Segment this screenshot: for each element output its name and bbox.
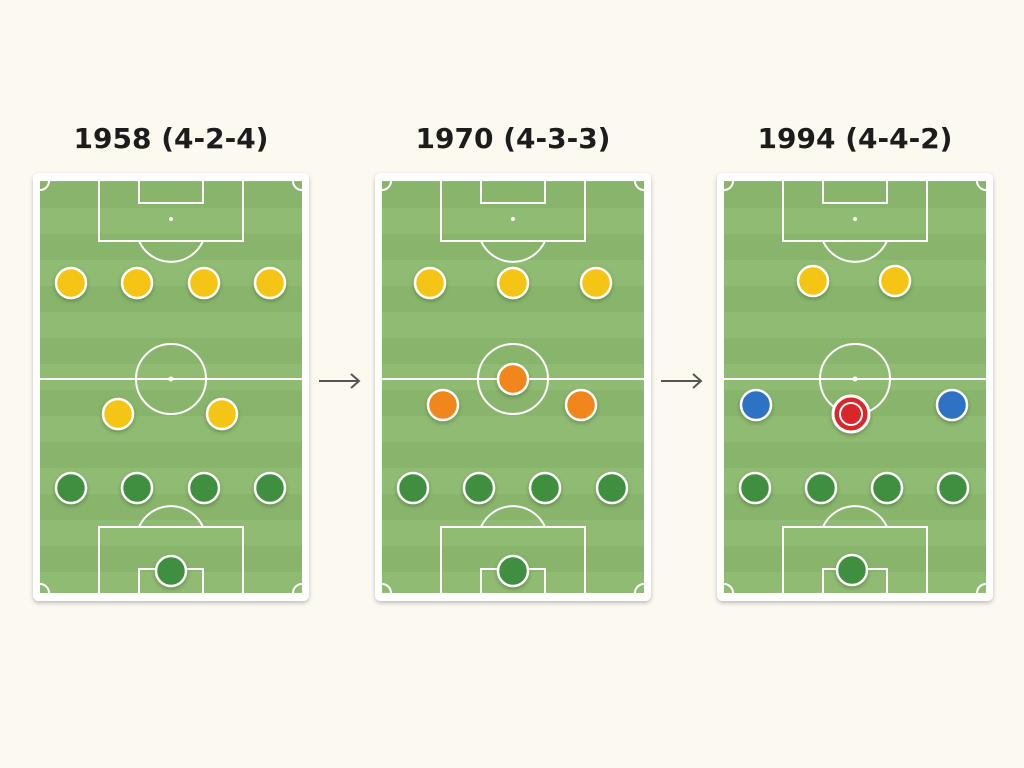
player-marker — [738, 471, 772, 505]
panel-title: 1994 (4-4-2) — [758, 122, 953, 155]
goal-area — [138, 181, 204, 204]
player-marker — [462, 471, 496, 505]
pitch-panel — [33, 173, 309, 601]
goal-area — [822, 181, 888, 204]
player-marker — [120, 471, 154, 505]
player-marker — [205, 397, 239, 431]
penalty-arc — [822, 240, 888, 263]
penalty-box — [782, 526, 928, 593]
center-circle — [135, 343, 207, 415]
player-marker — [496, 554, 530, 588]
center-spot — [852, 376, 858, 382]
pitch-panel — [375, 173, 651, 601]
player-marker — [253, 471, 287, 505]
player-marker — [878, 264, 912, 298]
penalty-arc — [480, 505, 546, 528]
player-marker — [595, 471, 629, 505]
player-marker — [739, 388, 773, 422]
player-marker — [154, 554, 188, 588]
pitch — [724, 181, 986, 593]
player-marker — [187, 266, 221, 300]
penalty-box — [782, 181, 928, 242]
player-marker — [835, 553, 869, 587]
goal-area — [480, 181, 546, 204]
player-marker — [528, 471, 562, 505]
penalty-arc — [822, 505, 888, 528]
player-marker — [54, 266, 88, 300]
player-marker — [936, 471, 970, 505]
player-marker — [120, 266, 154, 300]
player-marker — [796, 264, 830, 298]
player-marker — [496, 266, 530, 300]
player-marker — [870, 471, 904, 505]
player-marker — [101, 397, 135, 431]
penalty-spot — [511, 217, 515, 221]
player-marker — [253, 266, 287, 300]
player-marker — [579, 266, 613, 300]
player-marker — [496, 362, 530, 396]
panel-title: 1958 (4-2-4) — [74, 122, 269, 155]
penalty-spot — [169, 217, 173, 221]
player-ring — [839, 402, 863, 426]
center-spot — [168, 376, 174, 382]
player-marker — [413, 266, 447, 300]
player-marker — [935, 388, 969, 422]
penalty-arc — [138, 505, 204, 528]
player-marker — [396, 471, 430, 505]
penalty-box — [98, 181, 244, 242]
penalty-box — [440, 181, 586, 242]
panel-title: 1970 (4-3-3) — [416, 122, 611, 155]
center-circle — [477, 343, 549, 415]
player-marker — [187, 471, 221, 505]
arrow — [319, 373, 703, 389]
penalty-box — [440, 526, 586, 593]
penalty-box — [98, 526, 244, 593]
penalty-spot — [853, 217, 857, 221]
penalty-arc — [480, 240, 546, 263]
player-marker — [804, 471, 838, 505]
penalty-arc — [138, 240, 204, 263]
corner-arc — [723, 180, 987, 594]
corner-arc — [39, 180, 303, 594]
pitch — [40, 181, 302, 593]
pitch-panel — [717, 173, 993, 601]
player-marker — [426, 388, 460, 422]
corner-arc — [381, 180, 645, 594]
player-marker — [564, 388, 598, 422]
player-marker — [54, 471, 88, 505]
